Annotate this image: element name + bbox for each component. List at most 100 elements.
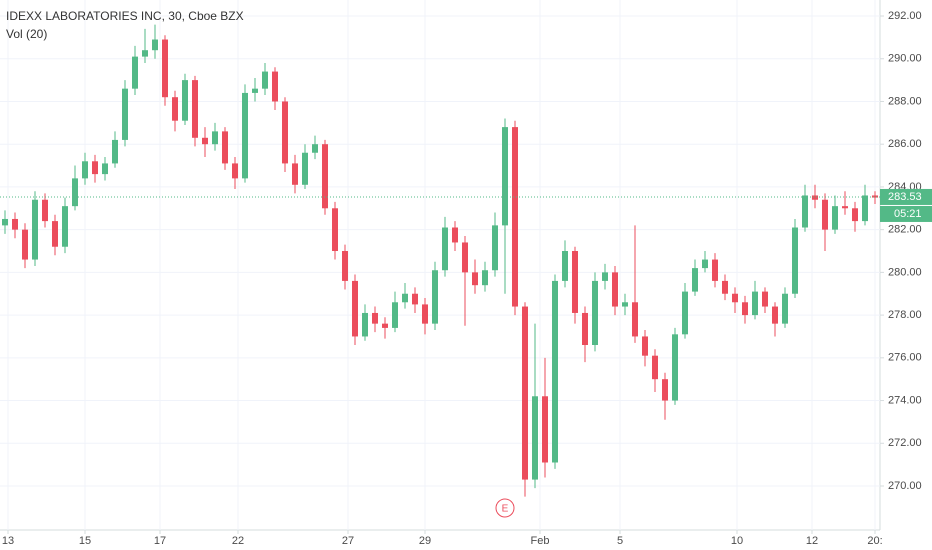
candle-body: [512, 127, 518, 307]
candle-body: [462, 242, 468, 273]
candle-body: [702, 259, 708, 269]
candle-body: [632, 302, 638, 337]
y-tick-label: 288.00: [888, 95, 922, 107]
y-tick-label: 282.00: [888, 224, 922, 236]
last-price-label: 283.53: [888, 191, 922, 203]
y-tick-label: 278.00: [888, 309, 922, 321]
countdown-label: 05:21: [894, 208, 922, 220]
y-tick-label: 270.00: [888, 480, 922, 492]
y-tick-label: 272.00: [888, 437, 922, 449]
candle-body: [352, 280, 358, 337]
x-tick-label: 10: [731, 535, 743, 547]
x-tick-label: 13: [2, 535, 14, 547]
candle-body: [322, 144, 328, 209]
candle-body: [782, 293, 788, 324]
candle-body: [502, 127, 508, 226]
candle-body: [112, 139, 118, 164]
y-tick-label: 274.00: [888, 394, 922, 406]
y-tick-label: 280.00: [888, 266, 922, 278]
candle-body: [252, 88, 258, 93]
candle-body: [132, 56, 138, 89]
candle-body: [522, 306, 528, 480]
x-tick-label: 27: [342, 535, 354, 547]
candle-body: [62, 206, 68, 247]
x-tick-label: 22: [232, 535, 244, 547]
candle-body: [422, 304, 428, 324]
y-tick-label: 276.00: [888, 352, 922, 364]
candle-body: [772, 306, 778, 324]
candle-body: [242, 92, 248, 179]
candle-body: [372, 312, 378, 324]
candle-body: [692, 268, 698, 292]
x-tick-label: 17: [154, 535, 166, 547]
candle-body: [532, 396, 538, 480]
candle-body: [842, 206, 848, 209]
candle-body: [742, 302, 748, 316]
candle-body: [312, 144, 318, 153]
candle-body: [442, 227, 448, 271]
candle-body: [562, 251, 568, 281]
chart-title: IDEXX LABORATORIES INC, 30, Cboe BZX: [6, 9, 244, 23]
candle-body: [852, 208, 858, 222]
candle-body: [232, 163, 238, 179]
last-price-box: [880, 188, 932, 205]
candle-body: [202, 137, 208, 145]
candle-body: [382, 323, 388, 328]
candle-body: [602, 272, 608, 281]
candle-body: [622, 302, 628, 307]
candle-body: [292, 163, 298, 185]
candle-body: [402, 293, 408, 303]
candle-body: [92, 161, 98, 175]
candle-body: [642, 336, 648, 356]
candle-body: [752, 291, 758, 316]
candle-body: [32, 199, 38, 260]
candle-body: [2, 218, 8, 226]
x-tick-label: Feb: [531, 535, 550, 547]
candle-body: [592, 280, 598, 346]
candle-body: [792, 227, 798, 294]
candle-body: [822, 199, 828, 230]
candle-body: [282, 101, 288, 164]
candle-body: [412, 293, 418, 305]
candle-body: [762, 291, 768, 307]
price-axis: [880, 0, 932, 550]
candle-body: [472, 272, 478, 286]
x-tick-label: 5: [617, 535, 623, 547]
candle-body: [302, 152, 308, 185]
candle-body: [192, 80, 198, 138]
candle-body: [262, 71, 268, 89]
candle-body: [182, 80, 188, 121]
candle-body: [652, 355, 658, 380]
candle-body: [72, 178, 78, 207]
candle-body: [832, 206, 838, 230]
candle-body: [812, 195, 818, 200]
candle-body: [712, 259, 718, 281]
candle-body: [212, 131, 218, 145]
earnings-marker-label: E: [502, 504, 509, 515]
candle-body: [22, 229, 28, 260]
candle-body: [172, 97, 178, 121]
candle-body: [672, 334, 678, 401]
countdown-box: [880, 205, 932, 222]
candle-body: [432, 270, 438, 324]
x-tick-label: 20:: [867, 535, 882, 547]
y-tick-label: 292.00: [888, 10, 922, 22]
candle-body: [272, 71, 278, 102]
candle-body: [682, 291, 688, 335]
candle-body: [392, 302, 398, 328]
candle-body: [162, 39, 168, 98]
candle-body: [582, 312, 588, 346]
candle-body: [872, 195, 878, 198]
volume-label: Vol (20): [6, 27, 47, 41]
candle-body: [452, 227, 458, 243]
x-tick-label: 12: [806, 535, 818, 547]
candle-body: [362, 312, 368, 337]
y-tick-label: 290.00: [888, 53, 922, 65]
candle-body: [82, 161, 88, 179]
candle-body: [572, 251, 578, 313]
candle-body: [662, 379, 668, 401]
candle-body: [42, 199, 48, 222]
candle-body: [222, 131, 228, 164]
candle-body: [12, 218, 18, 230]
candle-body: [722, 280, 728, 294]
